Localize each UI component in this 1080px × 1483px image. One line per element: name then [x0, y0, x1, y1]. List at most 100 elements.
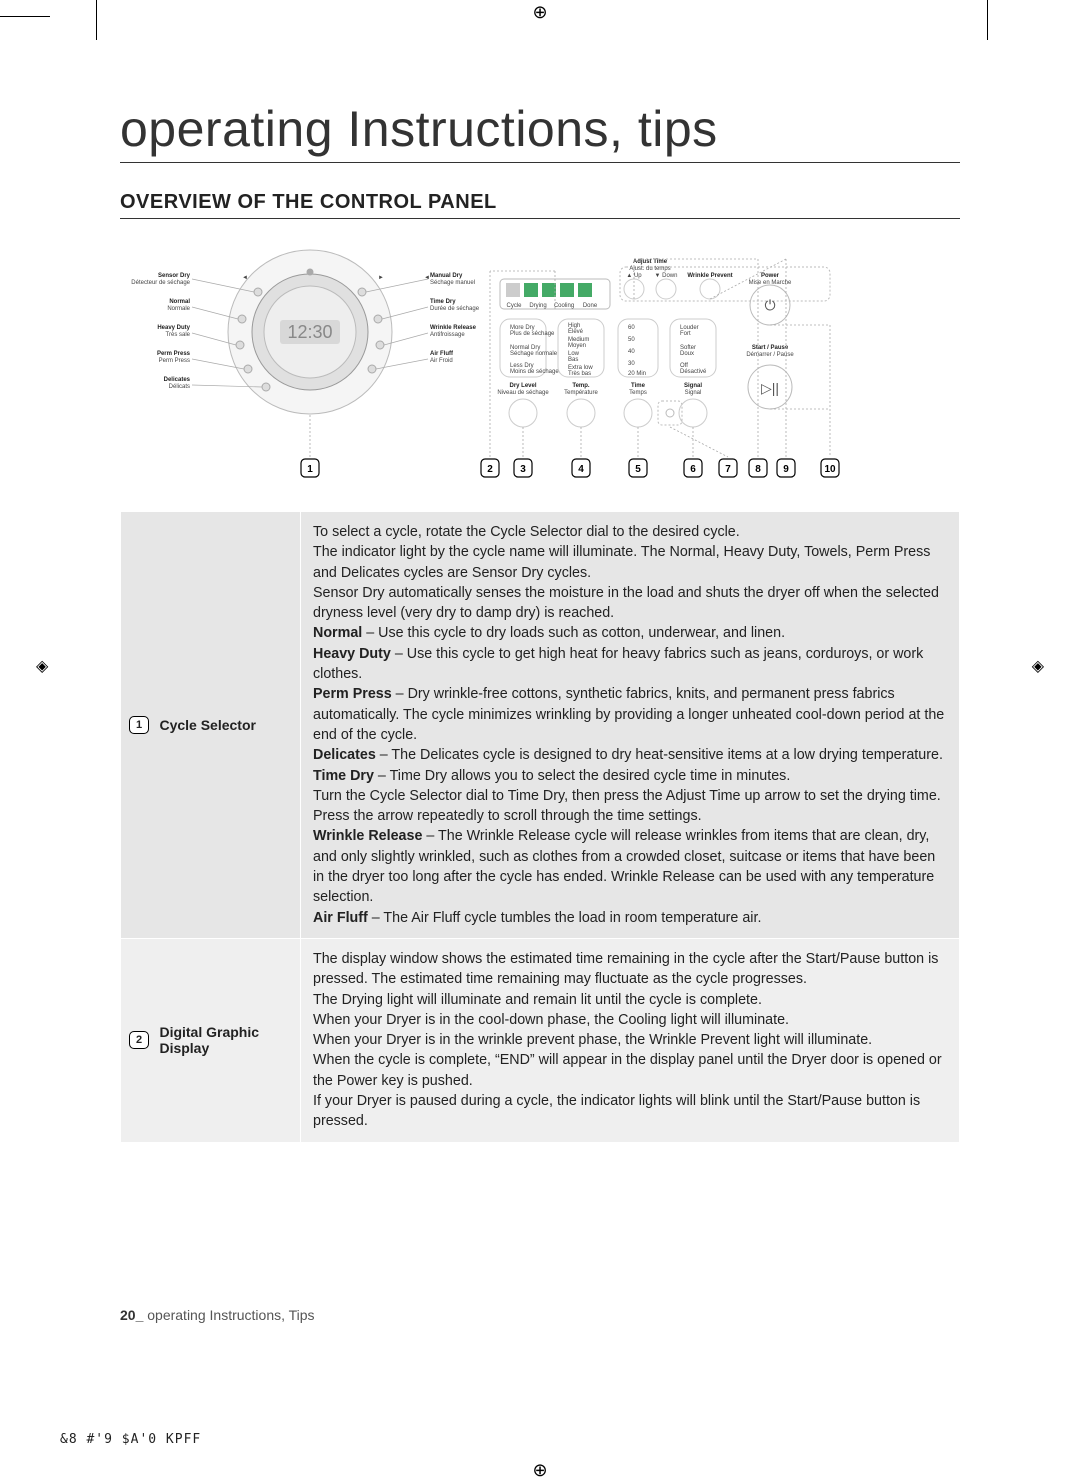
callout-boxes: 1 2 3 4 5 6 7 8 9 10 — [301, 459, 839, 477]
page-number: 20_ — [120, 1307, 143, 1323]
svg-text:Start / Pause: Start / Pause — [752, 345, 789, 351]
dry-level-column: More Dry Plus de séchage Normal Dry Séch… — [497, 319, 559, 427]
svg-text:Cycle: Cycle — [506, 303, 522, 309]
svg-text:Moins de séchage: Moins de séchage — [510, 369, 559, 375]
svg-text:▷||: ▷|| — [761, 380, 779, 396]
row-title: Digital Graphic Display — [159, 1024, 279, 1056]
svg-text:Durée de séchage: Durée de séchage — [430, 306, 480, 312]
svg-text:Délicats: Délicats — [169, 384, 190, 390]
svg-text:8: 8 — [755, 464, 761, 475]
crop-mark — [0, 16, 50, 17]
svg-text:Élevé: Élevé — [568, 328, 584, 335]
crop-mark — [96, 0, 97, 40]
svg-text:2: 2 — [487, 464, 493, 475]
svg-text:Plus de séchage: Plus de séchage — [510, 331, 555, 337]
svg-text:Démarrer / Pause: Démarrer / Pause — [746, 352, 794, 358]
svg-text:►: ► — [378, 275, 384, 281]
svg-text:Perm Press: Perm Press — [159, 358, 190, 364]
svg-text:Niveau de séchage: Niveau de séchage — [497, 390, 549, 396]
svg-text:Heavy Duty: Heavy Duty — [157, 325, 190, 331]
svg-text:Très bas: Très bas — [568, 371, 591, 377]
svg-text:40: 40 — [628, 349, 635, 355]
svg-text:◄: ◄ — [242, 275, 248, 281]
row-body: The display window shows the estimated t… — [301, 938, 960, 1142]
control-panel-figure: 12:30 ◄ ► — [130, 237, 950, 497]
description-table: 1 Cycle Selector To select a cycle, rota… — [120, 511, 960, 1143]
print-mark: &8 #'9 $A'0 KPFF — [60, 1432, 201, 1447]
svg-text:Signal: Signal — [684, 383, 702, 389]
svg-text:Delicates: Delicates — [164, 377, 191, 383]
svg-text:Séchage normale: Séchage normale — [510, 351, 558, 357]
row-label: 1 Cycle Selector — [121, 512, 301, 939]
svg-text:5: 5 — [635, 464, 641, 475]
temp-column: High Élevé Medium Moyen Low Bas Extra lo… — [558, 319, 604, 427]
svg-text:3: 3 — [520, 464, 526, 475]
svg-text:Time Dry: Time Dry — [430, 299, 456, 305]
svg-text:Signal: Signal — [685, 390, 702, 396]
svg-text:Ajust. du temps: Ajust. du temps — [629, 266, 670, 272]
svg-text:Sensor Dry: Sensor Dry — [158, 273, 191, 279]
row-body: To select a cycle, rotate the Cycle Sele… — [301, 512, 960, 939]
svg-text:1: 1 — [307, 464, 313, 475]
svg-text:9: 9 — [783, 464, 789, 475]
svg-text:Time: Time — [631, 383, 646, 389]
svg-text:30: 30 — [628, 361, 635, 367]
svg-text:◄: ◄ — [424, 275, 430, 281]
time-column: 60 50 40 30 20 Min Time Temps — [618, 319, 658, 427]
svg-text:Wrinkle Release: Wrinkle Release — [430, 325, 477, 331]
registration-mark-left: ◈ — [36, 656, 48, 676]
row-label: 2 Digital Graphic Display — [121, 938, 301, 1142]
signal-column: Louder Fort Softer Doux Off Désactivé Si… — [670, 319, 716, 427]
svg-text:4: 4 — [578, 464, 584, 475]
svg-text:Détecteur de séchage: Détecteur de séchage — [131, 280, 190, 286]
svg-text:50: 50 — [628, 337, 635, 343]
callout-number: 1 — [129, 716, 149, 734]
svg-text:Cooling: Cooling — [554, 303, 574, 309]
table-row: 1 Cycle Selector To select a cycle, rota… — [121, 512, 960, 939]
svg-text:Normale: Normale — [167, 306, 190, 312]
svg-text:Doux: Doux — [680, 351, 694, 357]
svg-text:12:30: 12:30 — [287, 322, 332, 342]
svg-text:Air Fluff: Air Fluff — [430, 351, 454, 357]
page: ⊕ ⊕ ◈ ◈ operating Instructions, tips OVE… — [0, 0, 1080, 1483]
registration-mark-top: ⊕ — [532, 2, 547, 23]
svg-text:Temps: Temps — [629, 390, 647, 396]
svg-text:Très sale: Très sale — [166, 332, 191, 338]
start-pause: Start / Pause Démarrer / Pause ▷|| — [746, 345, 794, 409]
page-footer: 20_ operating Instructions, Tips — [120, 1307, 315, 1323]
svg-text:20 Min: 20 Min — [628, 371, 646, 377]
svg-text:Adjust Time: Adjust Time — [633, 259, 668, 265]
svg-text:6: 6 — [690, 464, 696, 475]
page-title: operating Instructions, tips — [120, 100, 960, 163]
svg-text:Manual Dry: Manual Dry — [430, 273, 463, 279]
svg-text:Perm Press: Perm Press — [157, 351, 191, 357]
registration-mark-bottom: ⊕ — [532, 1460, 547, 1481]
svg-text:Power: Power — [761, 273, 780, 279]
svg-text:Antifroissage: Antifroissage — [430, 332, 465, 338]
svg-text:7: 7 — [725, 464, 731, 475]
svg-text:Wrinkle Prevent: Wrinkle Prevent — [687, 273, 732, 279]
callout-number: 2 — [129, 1031, 149, 1049]
svg-text:⏻: ⏻ — [764, 297, 775, 313]
svg-text:Désactivé: Désactivé — [680, 369, 707, 375]
svg-text:Fort: Fort — [680, 331, 691, 337]
svg-text:Moyen: Moyen — [568, 343, 586, 349]
svg-text:▼ Down: ▼ Down — [655, 273, 678, 279]
svg-text:10: 10 — [824, 464, 836, 475]
section-heading: OVERVIEW OF THE CONTROL PANEL — [120, 191, 960, 219]
svg-text:Drying: Drying — [529, 303, 546, 309]
svg-text:Bas: Bas — [568, 357, 578, 363]
svg-text:Dry Level: Dry Level — [509, 383, 536, 389]
svg-text:Air Froid: Air Froid — [430, 358, 453, 364]
table-row: 2 Digital Graphic Display The display wi… — [121, 938, 960, 1142]
svg-text:Temp.: Temp. — [572, 383, 590, 389]
svg-text:Done: Done — [583, 303, 598, 309]
cycle-selector-dial: 12:30 ◄ ► — [228, 250, 392, 414]
crop-mark — [987, 0, 988, 40]
footer-text: operating Instructions, Tips — [147, 1307, 314, 1323]
svg-text:Normal: Normal — [169, 299, 190, 305]
row-title: Cycle Selector — [159, 717, 256, 733]
svg-text:Séchage manuel: Séchage manuel — [430, 280, 475, 286]
svg-text:60: 60 — [628, 325, 635, 331]
svg-text:Température: Température — [564, 390, 598, 396]
